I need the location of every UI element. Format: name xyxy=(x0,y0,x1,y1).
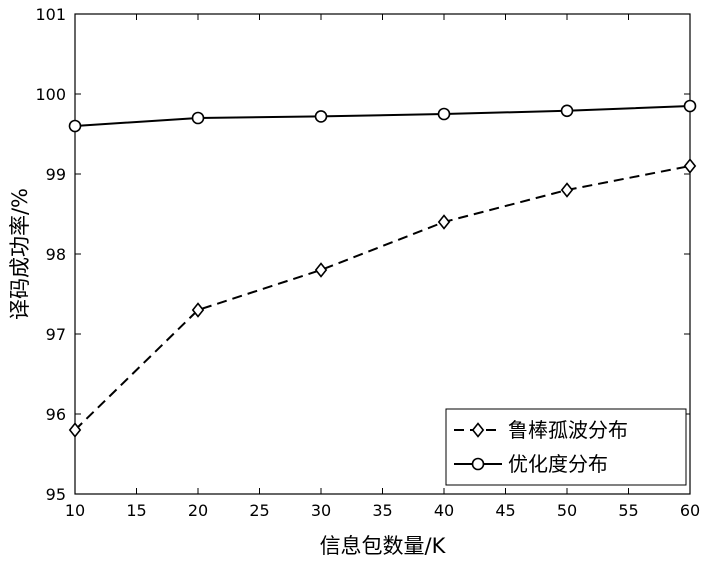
series-layer xyxy=(68,99,697,438)
series-optimized xyxy=(68,99,697,133)
x-tick-label: 55 xyxy=(618,501,638,520)
data-point-optimized xyxy=(437,107,451,121)
x-tick-label: 30 xyxy=(311,501,331,520)
x-tick-label: 20 xyxy=(188,501,208,520)
y-tick-label: 100 xyxy=(35,85,66,104)
y-tick-label: 96 xyxy=(46,405,66,424)
plot-area: 10 15 20 25 30 35 40 45 50 55 60 95 96 97 98 99 100 101 xyxy=(35,5,700,520)
series-robust-soliton xyxy=(68,158,697,438)
x-tick-label: 10 xyxy=(65,501,85,520)
legend-entry-robust-soliton: 鲁棒孤波分布 xyxy=(454,418,628,442)
x-tick-label: 25 xyxy=(249,501,269,520)
x-tick-label: 15 xyxy=(126,501,146,520)
x-axis-title: 信息包数量/K xyxy=(320,534,447,558)
y-axis-title: 译码成功率/% xyxy=(8,188,32,320)
data-point-optimized xyxy=(191,111,205,125)
series-line-optimized xyxy=(74,105,691,127)
data-point-optimized xyxy=(68,119,82,133)
x-tick-label: 50 xyxy=(557,501,577,520)
y-tick-label: 97 xyxy=(46,325,66,344)
data-point-optimized xyxy=(560,104,574,118)
y-tick-label: 99 xyxy=(46,165,66,184)
legend-label-robust-soliton: 鲁棒孤波分布 xyxy=(508,418,628,442)
legend-box xyxy=(445,408,687,486)
x-tick-label: 35 xyxy=(372,501,392,520)
y-tick-label: 101 xyxy=(35,5,66,24)
series-line-robust-soliton xyxy=(74,165,691,431)
data-point-robust-soliton xyxy=(191,302,205,318)
y-tick-label: 95 xyxy=(46,485,66,504)
x-tick-label: 60 xyxy=(680,501,700,520)
data-point-robust-soliton xyxy=(314,262,328,278)
data-point-robust-soliton xyxy=(560,182,574,198)
x-tick-label: 45 xyxy=(495,501,515,520)
data-point-optimized xyxy=(683,99,697,113)
legend-marker-optimized xyxy=(471,457,485,471)
data-point-robust-soliton xyxy=(437,214,451,230)
legend-entry-optimized: 优化度分布 xyxy=(454,452,608,476)
y-tick-label: 98 xyxy=(46,245,66,264)
data-point-optimized xyxy=(314,110,328,123)
legend-label-optimized: 优化度分布 xyxy=(508,452,608,476)
data-point-robust-soliton xyxy=(683,158,697,174)
x-tick-label: 40 xyxy=(434,501,454,520)
data-point-robust-soliton xyxy=(68,422,82,438)
legend-marker-robust-soliton xyxy=(471,422,485,438)
